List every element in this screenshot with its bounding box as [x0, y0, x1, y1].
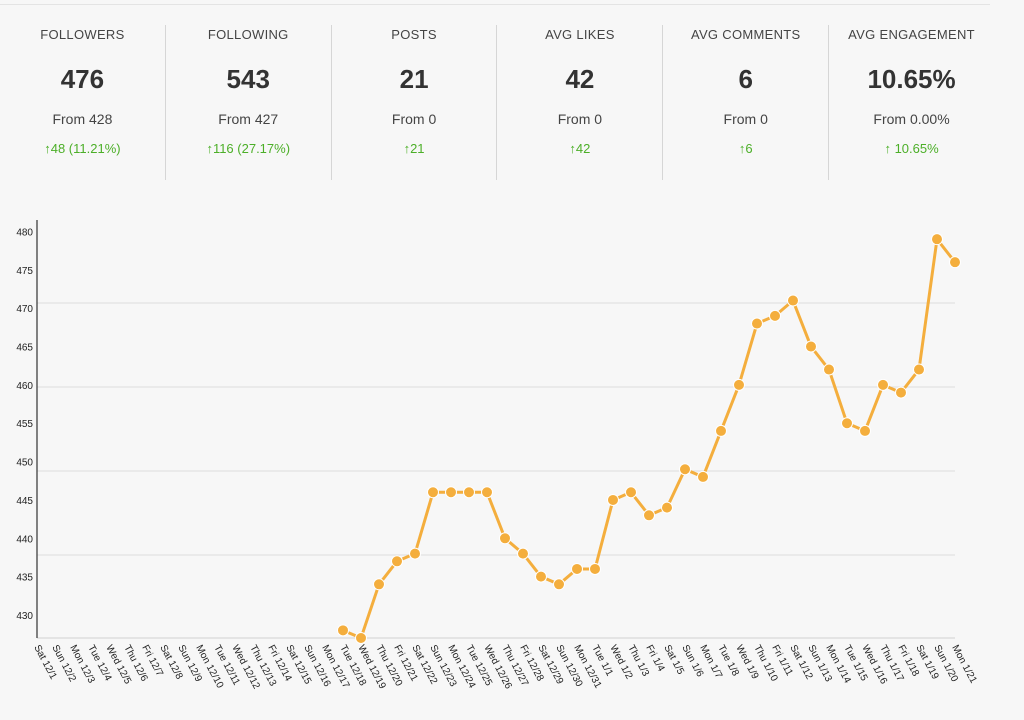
- data-point: [463, 486, 475, 499]
- top-divider: [0, 4, 990, 5]
- data-point: [895, 386, 907, 399]
- stat-following: FOLLOWING 543 From 427 ↑116 (27.17%): [166, 25, 332, 180]
- data-point: [499, 532, 511, 545]
- y-tick-label: 430: [16, 611, 33, 622]
- stat-avg-comments: AVG COMMENTS 6 From 0 ↑6: [663, 25, 830, 180]
- data-point: [913, 363, 925, 376]
- stat-change: ↑6: [738, 141, 753, 156]
- data-point: [409, 547, 421, 560]
- y-tick-label: 455: [16, 419, 33, 430]
- stat-from: From 0: [723, 111, 768, 127]
- data-point: [607, 493, 619, 506]
- data-point: [733, 378, 745, 391]
- data-point: [805, 340, 817, 353]
- y-tick-label: 440: [16, 534, 33, 545]
- stat-label: AVG ENGAGEMENT: [848, 27, 975, 42]
- stat-change: ↑ 10.65%: [884, 141, 939, 156]
- stat-change: ↑116 (27.17%): [206, 141, 291, 156]
- data-point: [679, 463, 691, 476]
- data-point: [787, 294, 799, 307]
- data-point: [751, 317, 763, 330]
- stat-avg-likes: AVG LIKES 42 From 0 ↑42: [497, 25, 664, 180]
- data-point: [625, 486, 637, 499]
- data-point: [931, 233, 943, 246]
- data-point: [553, 578, 565, 591]
- data-point: [373, 578, 385, 591]
- y-tick-label: 450: [16, 458, 33, 469]
- data-point: [517, 547, 529, 560]
- stat-value: 6: [738, 64, 753, 94]
- data-point: [697, 470, 709, 483]
- stat-label: AVG COMMENTS: [690, 27, 801, 42]
- data-point: [445, 486, 457, 499]
- stat-change: ↑42: [569, 141, 591, 156]
- data-point: [859, 424, 871, 437]
- stat-change: ↑48 (11.21%): [44, 141, 121, 156]
- stat-from: From 0: [557, 111, 603, 127]
- data-point: [337, 624, 349, 637]
- stat-label: FOLLOWERS: [40, 27, 125, 42]
- data-point: [949, 256, 961, 269]
- data-point: [823, 363, 835, 376]
- data-point: [355, 632, 367, 644]
- y-tick-label: 445: [16, 496, 33, 507]
- y-tick-label: 475: [16, 266, 33, 277]
- data-point: [589, 562, 601, 575]
- stats-bar: FOLLOWERS 476 From 428 ↑48 (11.21%) FOLLOWIN…: [0, 25, 994, 180]
- y-tick-label: 435: [16, 573, 33, 584]
- y-tick-label: 480: [16, 228, 33, 239]
- stat-value: 42: [565, 64, 595, 94]
- data-point: [877, 378, 889, 391]
- data-point: [481, 486, 493, 499]
- series-line: [342, 237, 957, 640]
- stat-from: From 427: [218, 111, 279, 127]
- data-point: [535, 570, 547, 583]
- data-point: [769, 309, 781, 322]
- data-point: [715, 424, 727, 437]
- data-point: [391, 555, 403, 568]
- data-point: [841, 417, 853, 430]
- stat-from: From 0.00%: [873, 111, 950, 127]
- stat-from: From 0: [391, 111, 437, 127]
- stat-label: FOLLOWING: [207, 27, 289, 42]
- stat-value: 476: [60, 64, 105, 94]
- data-point: [661, 501, 673, 514]
- stat-followers: FOLLOWERS 476 From 428 ↑48 (11.21%): [0, 25, 166, 180]
- stat-label: POSTS: [391, 27, 437, 42]
- stat-change: ↑21: [403, 141, 425, 156]
- stat-value: 21: [399, 64, 429, 94]
- data-point: [643, 509, 655, 522]
- stat-label: AVG LIKES: [545, 27, 615, 42]
- data-point: [571, 562, 583, 575]
- stat-value: 10.65%: [867, 64, 956, 94]
- y-tick-label: 470: [16, 304, 33, 315]
- data-point: [427, 486, 439, 499]
- stat-avg-engagement: AVG ENGAGEMENT 10.65% From 0.00% ↑ 10.65%: [829, 25, 994, 180]
- stat-posts: POSTS 21 From 0 ↑21: [332, 25, 498, 180]
- stat-from: From 428: [52, 111, 113, 127]
- y-tick-label: 460: [16, 381, 33, 392]
- stat-value: 543: [226, 64, 270, 94]
- y-tick-label: 465: [16, 343, 33, 354]
